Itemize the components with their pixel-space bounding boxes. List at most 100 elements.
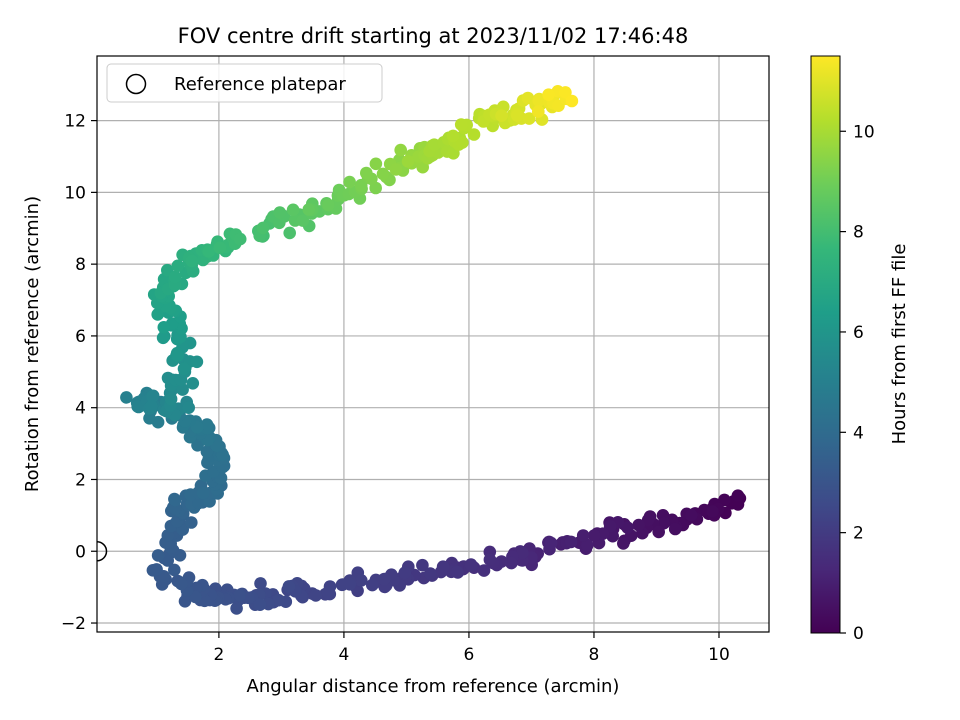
x-tick-label: 10 [708, 645, 730, 665]
scatter-point [272, 593, 285, 607]
scatter-point [416, 558, 429, 572]
scatter-point [483, 553, 497, 566]
scatter-point [706, 505, 719, 518]
colorbar-label: Hours from first FF file [889, 244, 910, 445]
y-tick-label: 4 [75, 399, 86, 419]
scatter-point [146, 564, 160, 577]
scatter-point [200, 418, 214, 431]
x-axis-label: Angular distance from reference (arcmin) [247, 676, 620, 697]
scatter-point [587, 529, 601, 542]
colorbar-tick-label: 10 [853, 122, 875, 142]
scatter-point [171, 259, 185, 273]
scatter-point [532, 94, 546, 107]
scatter-point [191, 439, 204, 452]
scatter-point [495, 109, 508, 122]
scatter-point [378, 572, 391, 586]
scatter-point [366, 578, 379, 592]
scatter-point [464, 558, 478, 571]
scatter-point [230, 602, 243, 615]
legend-label-reference: Reference platepar [174, 74, 346, 95]
scatter-point [253, 598, 267, 611]
scatter-point [161, 554, 174, 567]
scatter-point [175, 577, 188, 591]
x-tick-label: 2 [213, 645, 224, 665]
scatter-point [182, 401, 195, 415]
y-axis-label: Rotation from reference (arcmin) [22, 196, 43, 492]
y-tick-label: −2 [61, 614, 86, 634]
scatter-point [505, 556, 518, 570]
x-tick-label: 6 [464, 645, 475, 665]
scatter-point [685, 508, 698, 522]
scatter-points [97, 85, 747, 615]
scatter-point [157, 321, 171, 334]
colorbar: 0 2 4 6 8 10 Hours from first FF file [810, 55, 910, 644]
scatter-point [542, 88, 555, 101]
colorbar-gradient [810, 55, 841, 634]
scatter-point [718, 493, 731, 507]
scatter-point [190, 355, 204, 369]
scatter-point [731, 489, 745, 503]
scatter-point [273, 206, 287, 219]
colorbar-tick-label: 4 [853, 423, 864, 443]
scatter-point [544, 536, 558, 550]
scatter-point [467, 128, 481, 141]
scatter-point [146, 390, 159, 403]
scatter-point [369, 157, 383, 171]
x-axis-ticks: 2 4 6 8 10 [213, 632, 730, 665]
scatter-point [450, 565, 464, 579]
scatter-point [606, 529, 619, 543]
scatter-point [302, 203, 316, 216]
scatter-point [185, 516, 198, 529]
scatter-point [376, 167, 390, 181]
scatter-point [202, 245, 216, 258]
scatter-point [286, 203, 300, 217]
scatter-point [354, 179, 368, 193]
scatter-point [617, 537, 630, 550]
x-tick-label: 4 [339, 645, 350, 665]
scatter-point [641, 513, 655, 527]
scatter-point [401, 155, 415, 168]
y-tick-label: 10 [64, 183, 86, 203]
scatter-point [516, 546, 529, 560]
scatter-point [511, 109, 524, 122]
scatter-point [532, 105, 545, 118]
scatter-point [192, 496, 205, 510]
scatter-point [454, 118, 468, 131]
scatter-point [143, 412, 156, 425]
scatter-point [283, 226, 297, 240]
scatter-point [156, 331, 170, 345]
scatter-point [256, 221, 270, 235]
scatter-point [213, 241, 227, 255]
chart-title: FOV centre drift starting at 2023/11/02 … [178, 24, 689, 48]
colorbar-tick-label: 6 [853, 323, 864, 343]
scatter-point [424, 567, 437, 580]
scatter-point [398, 566, 412, 580]
scatter-point [321, 586, 335, 599]
y-tick-label: 8 [75, 255, 86, 275]
colorbar-tick-label: 0 [853, 624, 864, 644]
scatter-point [565, 94, 579, 108]
scatter-point [576, 529, 590, 542]
scatter-point [171, 349, 184, 362]
x-tick-label: 8 [589, 645, 600, 665]
scatter-point [343, 175, 356, 189]
scatter-point [164, 392, 178, 406]
scatter-point [456, 136, 469, 149]
scatter-point [632, 518, 645, 532]
scatter-point [322, 198, 335, 212]
legend-box [106, 63, 383, 103]
scatter-point [564, 535, 578, 549]
scatter-point [559, 86, 572, 99]
scatter-point [621, 521, 634, 534]
y-tick-label: 0 [75, 542, 86, 562]
scatter-point [731, 498, 745, 511]
y-tick-label: 12 [64, 112, 86, 132]
scatter-point [355, 574, 368, 587]
legend-marker-reference [125, 73, 147, 95]
scatter-point [389, 163, 403, 176]
legend: Reference platepar [106, 63, 383, 103]
plot-frame [96, 55, 770, 633]
colorbar-ticks: 0 2 4 6 8 10 [840, 122, 875, 644]
y-axis-ticks: −2 0 2 4 6 8 10 12 [61, 112, 97, 634]
